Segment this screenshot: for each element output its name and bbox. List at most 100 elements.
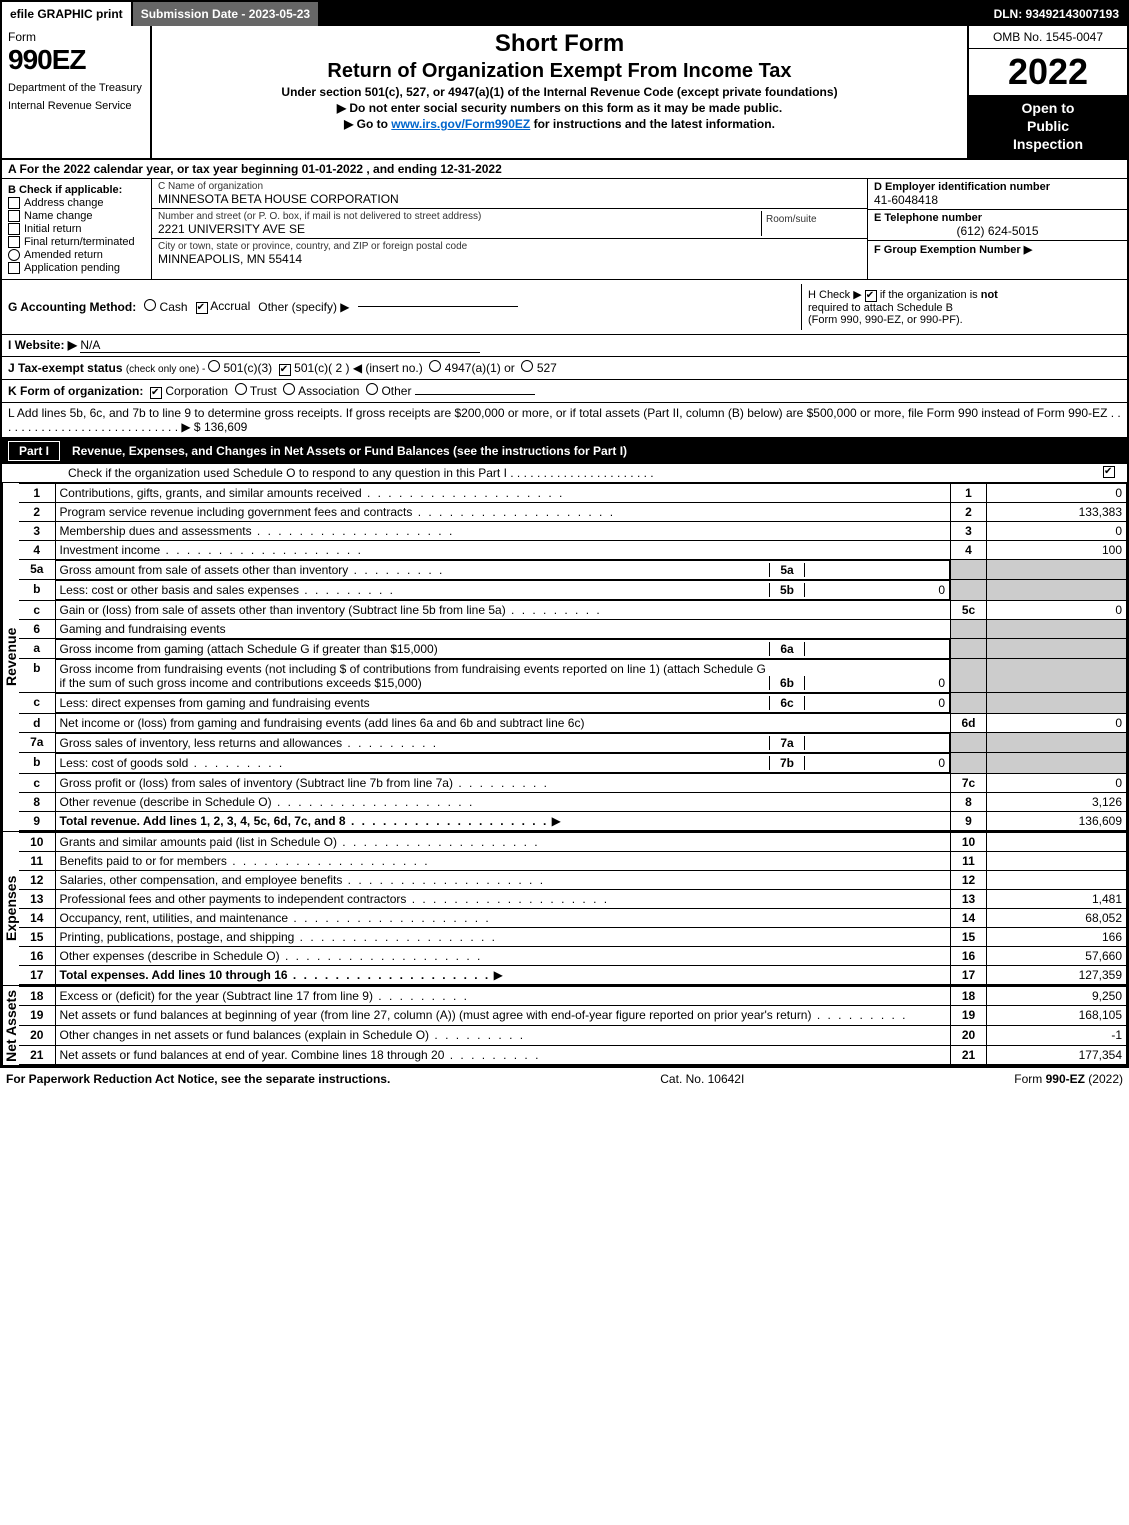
k-other-line bbox=[415, 394, 535, 395]
line-6d: dNet income or (loss) from gaming and fu… bbox=[19, 713, 1127, 732]
inspection-line-2: Public bbox=[973, 117, 1123, 135]
k-o3: Association bbox=[298, 384, 359, 398]
checkbox-icon[interactable] bbox=[8, 262, 20, 274]
title-short: Short Form bbox=[495, 30, 624, 58]
right-header-block: OMB No. 1545-0047 2022 Open to Public In… bbox=[967, 26, 1127, 158]
line-desc: Gaming and fundraising events bbox=[55, 619, 951, 638]
submission-date: Submission Date - 2023-05-23 bbox=[133, 2, 320, 26]
line-rnum: 7c bbox=[951, 773, 987, 792]
line-num: a bbox=[19, 638, 55, 659]
line-14: 14Occupancy, rent, utilities, and mainte… bbox=[19, 908, 1127, 927]
j-o2: 501(c)( 2 ) ◀ (insert no.) bbox=[294, 361, 423, 375]
b-item-final[interactable]: Final return/terminated bbox=[8, 236, 145, 248]
line-21: 21Net assets or fund balances at end of … bbox=[19, 1045, 1127, 1065]
omb-number: OMB No. 1545-0047 bbox=[969, 26, 1127, 49]
checkbox-checked-icon[interactable] bbox=[1103, 466, 1115, 478]
part-1-tab: Part I bbox=[8, 441, 60, 461]
line-rnum-grey bbox=[951, 619, 987, 638]
k-label: K Form of organization: bbox=[8, 384, 143, 398]
goto-link[interactable]: www.irs.gov/Form990EZ bbox=[391, 117, 530, 131]
b-item-name[interactable]: Name change bbox=[8, 210, 145, 222]
radio-icon[interactable] bbox=[144, 299, 156, 311]
line-desc: Investment income bbox=[60, 543, 363, 557]
line-desc: Other changes in net assets or fund bala… bbox=[60, 1028, 526, 1042]
radio-icon[interactable] bbox=[208, 360, 220, 372]
line-4: 4Investment income4100 bbox=[19, 540, 1127, 559]
line-desc: Membership dues and assessments bbox=[60, 524, 455, 538]
line-rnum: 15 bbox=[951, 927, 987, 946]
line-rnum-grey bbox=[951, 559, 987, 580]
line-num: d bbox=[19, 713, 55, 732]
goto-pre: ▶ Go to bbox=[344, 117, 391, 131]
b-item-pending[interactable]: Application pending bbox=[8, 262, 145, 274]
line-rnum: 14 bbox=[951, 908, 987, 927]
line-subnum: 6a bbox=[769, 642, 805, 656]
line-num: 20 bbox=[19, 1025, 55, 1045]
checkbox-checked-icon[interactable] bbox=[150, 387, 162, 399]
line-num: 3 bbox=[19, 521, 55, 540]
line-num: 5a bbox=[19, 559, 55, 580]
line-num: 7a bbox=[19, 732, 55, 753]
line-num: 19 bbox=[19, 1006, 55, 1026]
h-post2: required to attach Schedule B bbox=[808, 302, 953, 314]
part-1-check-text: Check if the organization used Schedule … bbox=[8, 466, 1103, 480]
dln-label: DLN: 93492143007193 bbox=[986, 2, 1127, 26]
i-val: N/A bbox=[80, 338, 480, 353]
checkbox-checked-icon[interactable] bbox=[279, 364, 291, 376]
line-rnum: 2 bbox=[951, 502, 987, 521]
expenses-vlabel: Expenses bbox=[2, 832, 19, 985]
b-item-amended[interactable]: Amended return bbox=[8, 249, 145, 261]
line-num: 6 bbox=[19, 619, 55, 638]
line-rnum-grey bbox=[951, 580, 987, 601]
line-desc: Less: cost of goods sold bbox=[60, 756, 770, 770]
inspection-line-3: Inspection bbox=[973, 135, 1123, 153]
dept-irs: Internal Revenue Service bbox=[8, 100, 144, 112]
checkbox-icon[interactable] bbox=[8, 223, 20, 235]
h-post3: (Form 990, 990-EZ, or 990-PF). bbox=[808, 314, 963, 326]
line-rval-grey bbox=[987, 619, 1127, 638]
checkbox-icon[interactable] bbox=[8, 236, 20, 248]
k-o1: Corporation bbox=[165, 384, 228, 398]
radio-icon[interactable] bbox=[521, 360, 533, 372]
b-header: B Check if applicable: bbox=[8, 184, 145, 196]
j-small: (check only one) - bbox=[126, 364, 208, 375]
line-rnum: 6d bbox=[951, 713, 987, 732]
radio-icon[interactable] bbox=[366, 383, 378, 395]
e-label: E Telephone number bbox=[874, 212, 1121, 224]
line-num: 18 bbox=[19, 986, 55, 1006]
radio-icon[interactable] bbox=[235, 383, 247, 395]
b-item-address[interactable]: Address change bbox=[8, 197, 145, 209]
title-under: Under section 501(c), 527, or 4947(a)(1)… bbox=[281, 85, 837, 99]
line-rval: 177,354 bbox=[987, 1045, 1127, 1065]
line-rval: 166 bbox=[987, 927, 1127, 946]
line-rval-grey bbox=[987, 659, 1127, 693]
radio-icon[interactable] bbox=[8, 249, 20, 261]
line-rnum: 16 bbox=[951, 946, 987, 965]
row-g-h: G Accounting Method: Cash Accrual Other … bbox=[2, 280, 1127, 335]
line-num: 12 bbox=[19, 870, 55, 889]
line-rval-grey bbox=[987, 753, 1127, 774]
line-num: 17 bbox=[19, 965, 55, 984]
g-accrual[interactable]: Accrual bbox=[196, 299, 251, 314]
tax-year: 2022 bbox=[969, 49, 1127, 95]
radio-icon[interactable] bbox=[429, 360, 441, 372]
line-rnum: 3 bbox=[951, 521, 987, 540]
checkbox-icon[interactable] bbox=[8, 197, 20, 209]
line-num: 10 bbox=[19, 832, 55, 851]
line-desc: Gross income from gaming (attach Schedul… bbox=[60, 642, 770, 656]
g-cash[interactable]: Cash bbox=[144, 299, 187, 314]
line-rnum: 20 bbox=[951, 1025, 987, 1045]
line-12: 12Salaries, other compensation, and empl… bbox=[19, 870, 1127, 889]
line-19: 19Net assets or fund balances at beginni… bbox=[19, 1006, 1127, 1026]
radio-icon[interactable] bbox=[283, 383, 295, 395]
b-label: Amended return bbox=[24, 249, 103, 261]
b-item-initial[interactable]: Initial return bbox=[8, 223, 145, 235]
row-a: A For the 2022 calendar year, or tax yea… bbox=[2, 160, 1127, 179]
c-street-val: 2221 UNIVERSITY AVE SE bbox=[158, 222, 761, 236]
goto-post: for instructions and the latest informat… bbox=[530, 117, 775, 131]
checkbox-checked-icon[interactable] bbox=[865, 290, 877, 302]
line-subval bbox=[805, 642, 945, 656]
line-rval-grey bbox=[987, 638, 1127, 659]
checkbox-checked-icon[interactable] bbox=[196, 302, 208, 314]
checkbox-icon[interactable] bbox=[8, 210, 20, 222]
